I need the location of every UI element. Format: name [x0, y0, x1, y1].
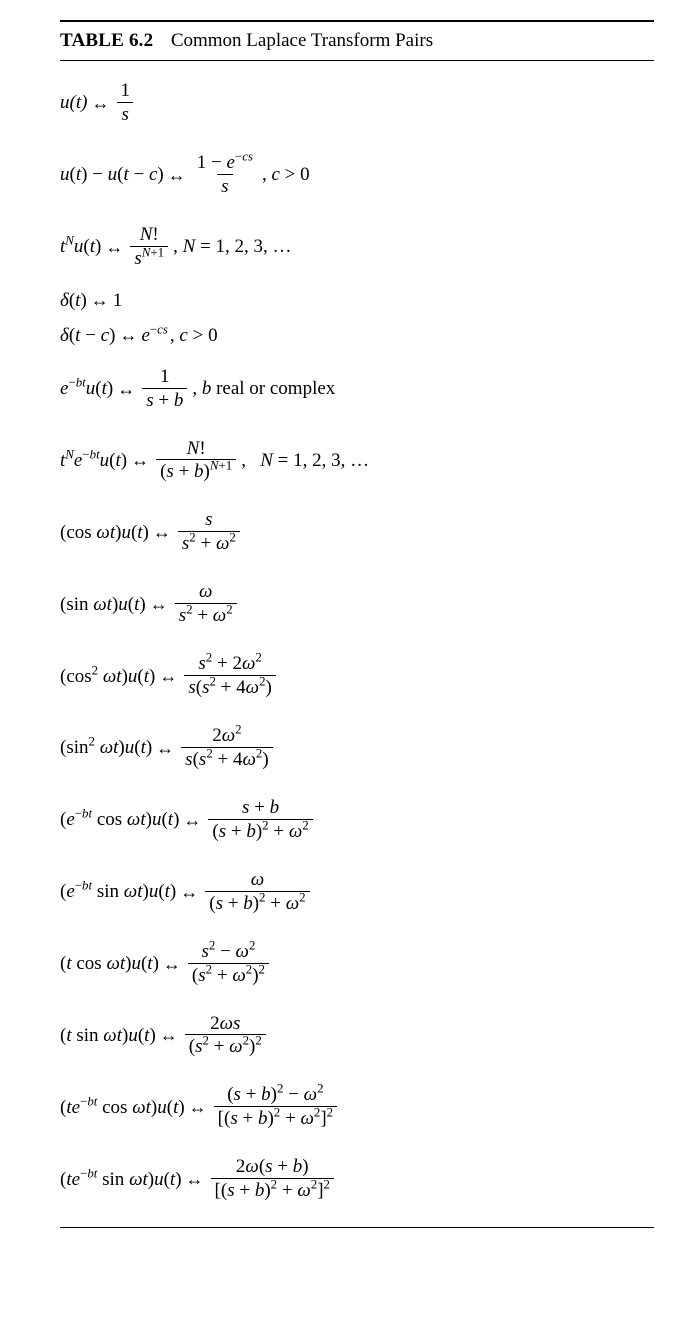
pairs-list: u(t) ↔ 1 s u(t) − u(t − c) ↔ 1 − e−cs s …: [60, 61, 654, 1228]
arrow-icon: ↔: [185, 1098, 211, 1116]
freq-domain: 2ω2 s(s2 + 4ω2): [181, 726, 273, 770]
arrow-icon: ↔: [113, 380, 139, 398]
table-label: TABLE 6.2: [60, 30, 153, 51]
arrow-icon: ↔: [155, 667, 181, 685]
pair-unit-step: u(t) ↔ 1 s: [60, 67, 654, 139]
pair-exp-cos: (e−bt cos ωt)u(t) ↔ s + b (s + b)2 + ω2: [60, 784, 654, 856]
freq-domain: s s2 + ω2: [178, 510, 240, 554]
pair-cos: (cos ωt)u(t) ↔ s s2 + ω2: [60, 496, 654, 568]
arrow-icon: ↔: [164, 166, 190, 184]
pair-sin: (sin ωt)u(t) ↔ ω s2 + ω2: [60, 568, 654, 640]
time-domain: δ(t): [60, 291, 87, 310]
time-domain: (cos ωt)u(t): [60, 523, 149, 542]
time-domain: (e−bt cos ωt)u(t): [60, 810, 179, 829]
pair-exp-sin: (e−bt sin ωt)u(t) ↔ ω (s + b)2 + ω2: [60, 856, 654, 928]
pair-t-sin: (t sin ωt)u(t) ↔ 2ωs (s2 + ω2)2: [60, 1000, 654, 1072]
condition: , N = 1, 2, 3, …: [173, 237, 291, 256]
pair-t-exp-cos: (te−bt cos ωt)u(t) ↔ (s + b)2 − ω2 [(s +…: [60, 1071, 654, 1143]
freq-domain: N! (s + b)N+1: [156, 439, 236, 483]
arrow-icon: ↔: [87, 94, 113, 112]
pair-sin2: (sin2 ωt)u(t) ↔ 2ω2 s(s2 + 4ω2): [60, 712, 654, 784]
freq-domain: s + b (s + b)2 + ω2: [208, 798, 312, 842]
arrow-icon: ↔: [146, 595, 172, 613]
freq-domain: 1 s + b: [142, 367, 187, 411]
time-domain: (cos2 ωt)u(t): [60, 667, 155, 686]
condition: , N = 1, 2, 3, …: [241, 451, 369, 470]
table-page: TABLE 6.2 Common Laplace Transform Pairs…: [0, 0, 694, 1258]
arrow-icon: ↔: [149, 523, 175, 541]
condition: , c > 0: [262, 165, 310, 184]
table-title: Common Laplace Transform Pairs: [171, 30, 433, 51]
time-domain: δ(t − c): [60, 326, 115, 345]
time-domain: (t sin ωt)u(t): [60, 1026, 156, 1045]
freq-domain: ω s2 + ω2: [175, 582, 237, 626]
arrow-icon: ↔: [87, 291, 113, 309]
freq-domain: 1 s: [116, 81, 134, 125]
time-domain: (te−bt cos ωt)u(t): [60, 1098, 185, 1117]
time-domain: (sin2 ωt)u(t): [60, 738, 152, 757]
freq-domain: 2ωs (s2 + ω2)2: [185, 1014, 266, 1058]
freq-domain: (s + b)2 − ω2 [(s + b)2 + ω2]2: [214, 1085, 337, 1129]
time-domain: tNu(t): [60, 237, 101, 256]
pair-t-exp-sin: (te−bt sin ωt)u(t) ↔ 2ω(s + b) [(s + b)2…: [60, 1143, 654, 1215]
table-title-row: TABLE 6.2 Common Laplace Transform Pairs: [60, 20, 654, 61]
arrow-icon: ↔: [179, 811, 205, 829]
pair-cos2: (cos2 ωt)u(t) ↔ s2 + 2ω2 s(s2 + 4ω2): [60, 640, 654, 712]
freq-domain: 1: [113, 291, 123, 310]
time-domain: (t cos ωt)u(t): [60, 954, 159, 973]
pair-shifted-delta: δ(t − c) ↔ e−cs , c > 0: [60, 318, 654, 353]
pair-power-exp-step: tNe−btu(t) ↔ N! (s + b)N+1 , N = 1, 2, 3…: [60, 425, 654, 497]
time-domain: u(t) − u(t − c): [60, 165, 164, 184]
time-domain: u(t): [60, 93, 87, 112]
freq-domain: ω (s + b)2 + ω2: [205, 870, 309, 914]
arrow-icon: ↔: [127, 451, 153, 469]
freq-domain: s2 + 2ω2 s(s2 + 4ω2): [184, 654, 276, 698]
freq-domain: s2 − ω2 (s2 + ω2)2: [188, 942, 269, 986]
time-domain: e−btu(t): [60, 379, 113, 398]
freq-domain: 2ω(s + b) [(s + b)2 + ω2]2: [211, 1157, 334, 1201]
pair-delta: δ(t) ↔ 1: [60, 283, 654, 318]
pair-exp-step: e−btu(t) ↔ 1 s + b , b real or complex: [60, 353, 654, 425]
time-domain: (e−bt sin ωt)u(t): [60, 882, 176, 901]
arrow-icon: ↔: [152, 739, 178, 757]
time-domain: tNe−btu(t): [60, 451, 127, 470]
time-domain: (te−bt sin ωt)u(t): [60, 1170, 182, 1189]
arrow-icon: ↔: [156, 1026, 182, 1044]
arrow-icon: ↔: [101, 238, 127, 256]
arrow-icon: ↔: [176, 883, 202, 901]
time-domain: (sin ωt)u(t): [60, 595, 146, 614]
arrow-icon: ↔: [115, 326, 141, 344]
arrow-icon: ↔: [159, 955, 185, 973]
condition: , c > 0: [170, 326, 218, 345]
freq-domain: N! sN+1: [130, 225, 168, 269]
freq-domain: e−cs: [141, 326, 167, 345]
arrow-icon: ↔: [182, 1170, 208, 1188]
condition: , b real or complex: [192, 379, 335, 398]
pair-shifted-step: u(t) − u(t − c) ↔ 1 − e−cs s , c > 0: [60, 139, 654, 211]
freq-domain: 1 − e−cs s: [193, 153, 257, 197]
pair-power-step: tNu(t) ↔ N! sN+1 , N = 1, 2, 3, …: [60, 211, 654, 283]
pair-t-cos: (t cos ωt)u(t) ↔ s2 − ω2 (s2 + ω2)2: [60, 928, 654, 1000]
